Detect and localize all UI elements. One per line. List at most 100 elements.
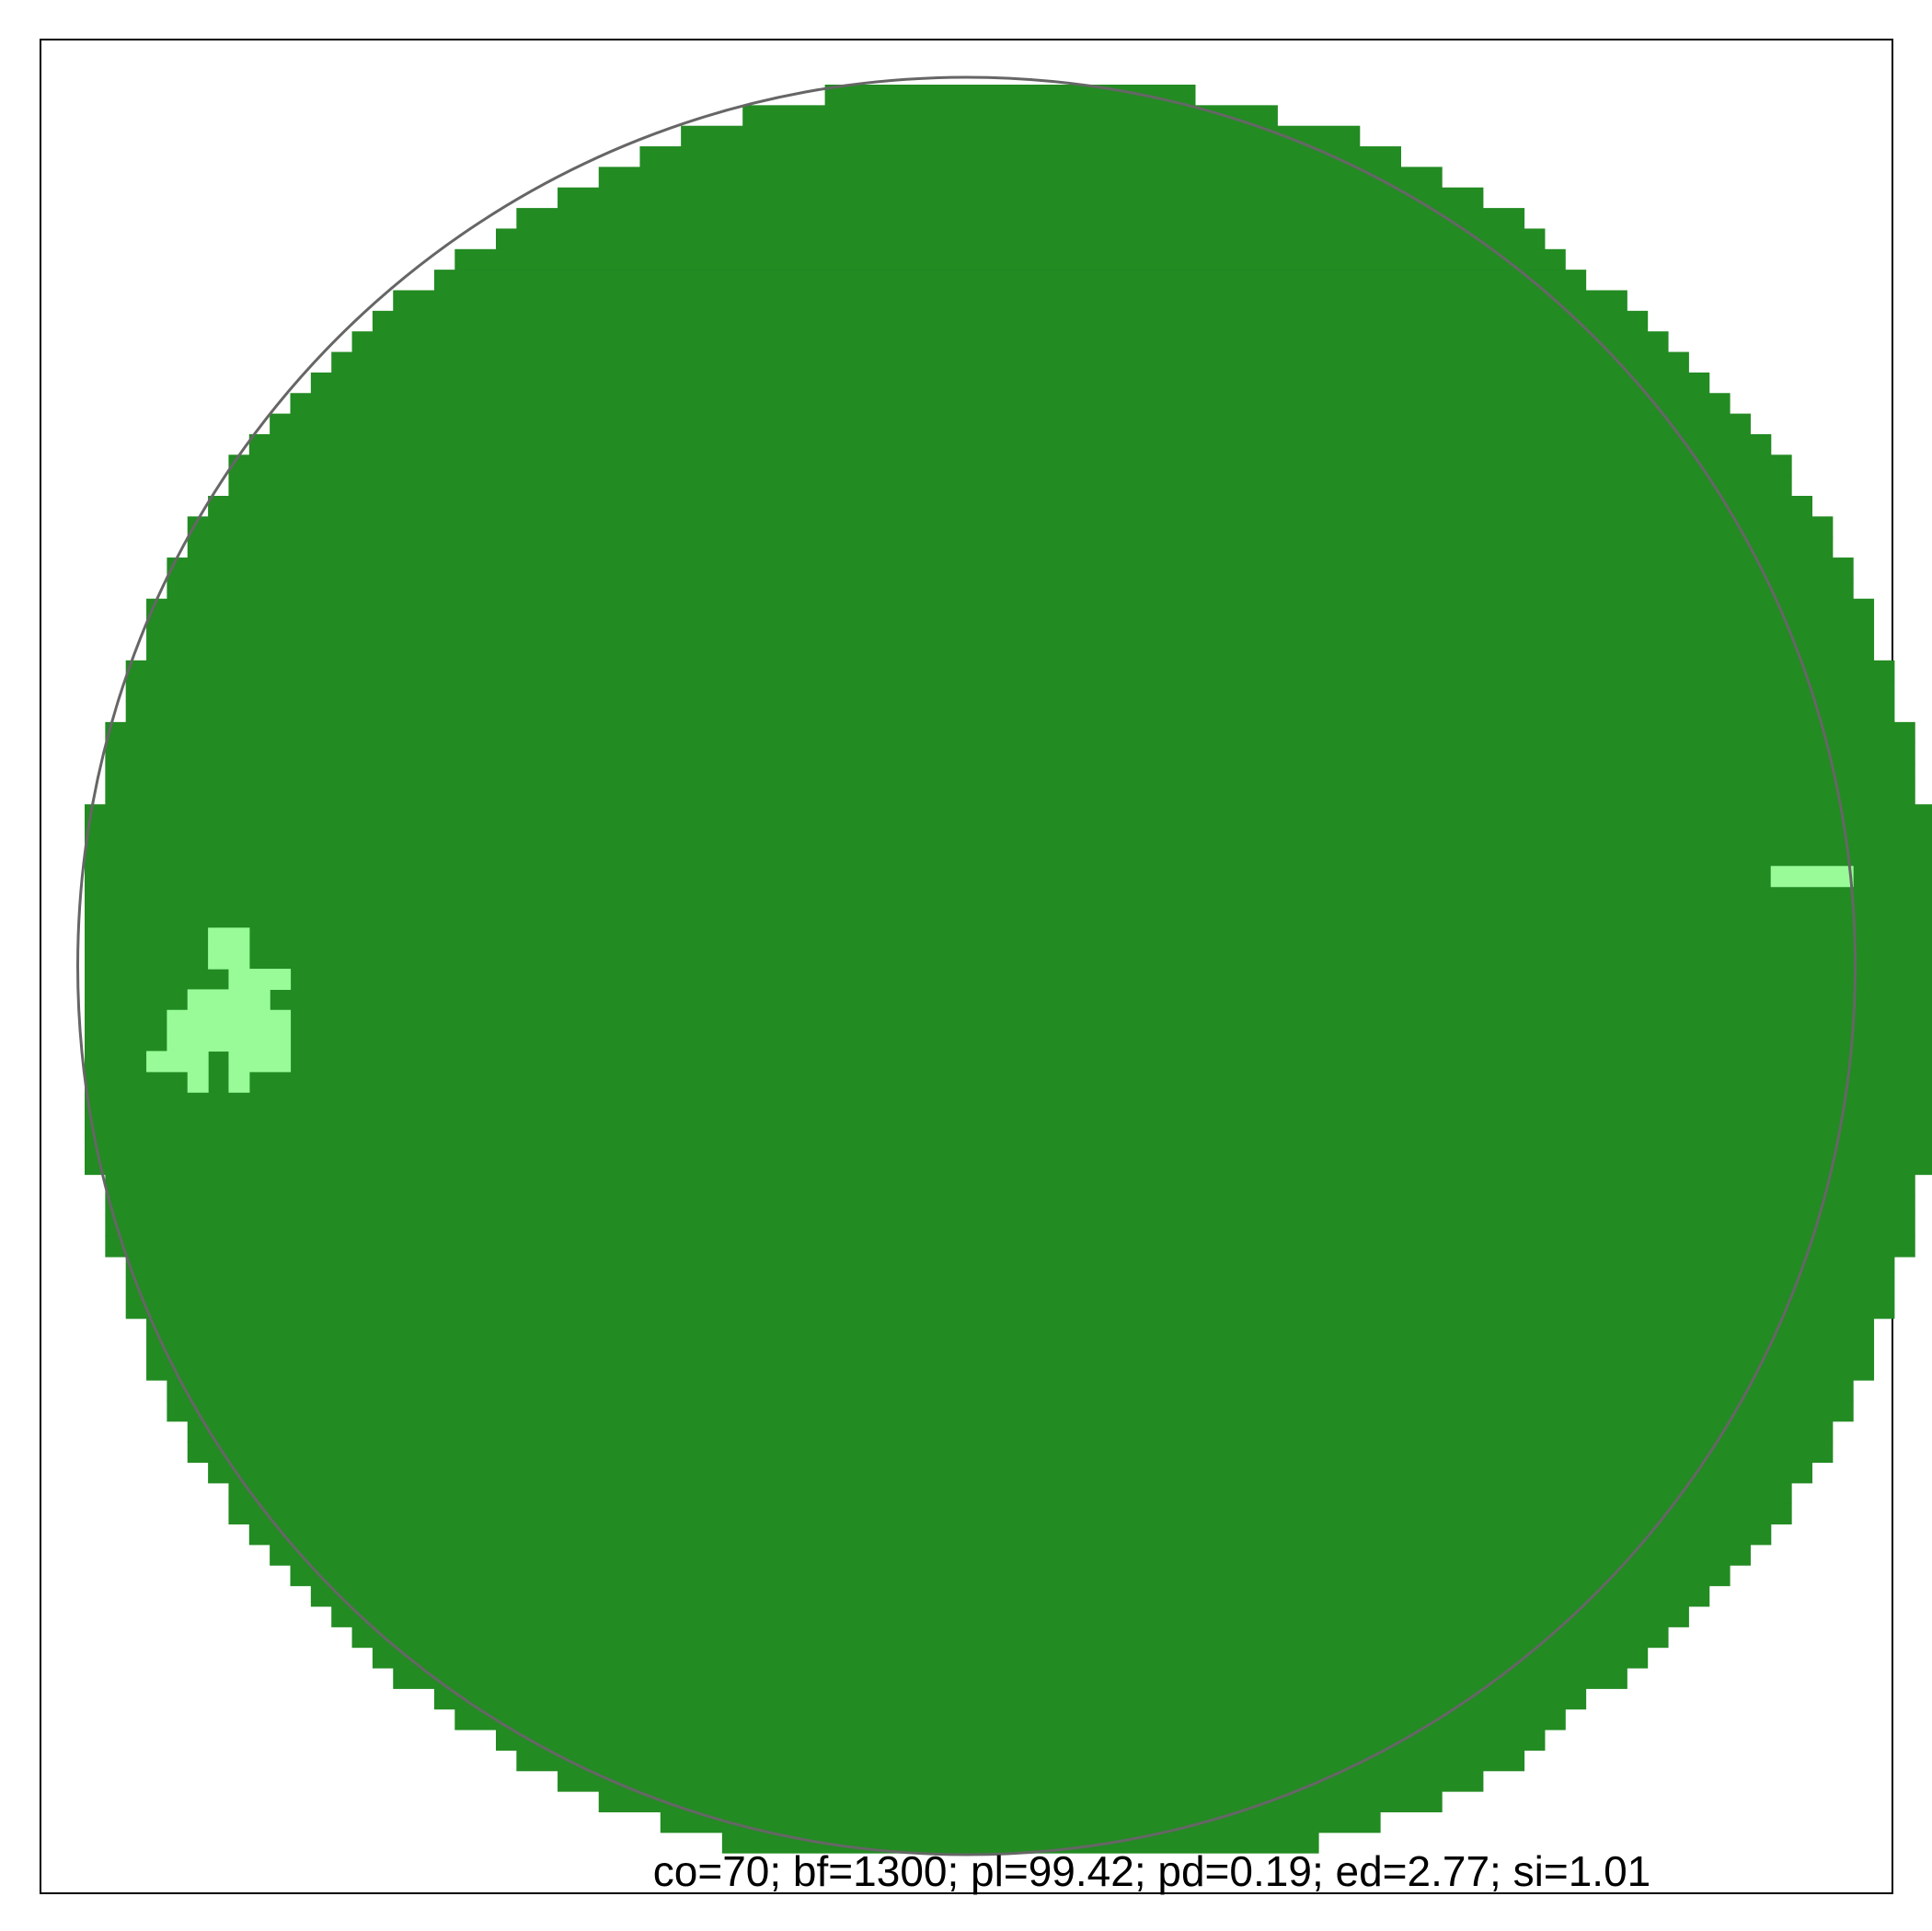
forest-cell-row bbox=[167, 1400, 1854, 1422]
forest-cell-row bbox=[85, 866, 1932, 888]
clearing-cell bbox=[187, 989, 270, 1011]
clearing-cell bbox=[208, 948, 250, 970]
forest-cell-row bbox=[125, 660, 1895, 682]
forest-cell-row bbox=[125, 1277, 1895, 1299]
forest-cell-row bbox=[167, 1380, 1854, 1401]
forest-cell-row bbox=[742, 105, 1278, 127]
clearing-cell bbox=[228, 1051, 292, 1073]
clearing-cell bbox=[208, 927, 250, 949]
forest-cell-row bbox=[85, 1154, 1932, 1176]
forest-cell-row bbox=[125, 681, 1895, 703]
forest-cell-row bbox=[516, 208, 1525, 230]
forest-cell-row bbox=[681, 125, 1361, 147]
forest-cell-row bbox=[85, 1132, 1932, 1155]
forest-cell-row bbox=[433, 1688, 1587, 1710]
forest-cell-row bbox=[105, 1215, 1915, 1237]
forest-cell-row bbox=[85, 1009, 1932, 1031]
forest-cell-row bbox=[105, 742, 1915, 764]
forest-cell-row bbox=[372, 310, 1649, 332]
forest-cell-row bbox=[85, 845, 1932, 867]
forest-cell-row bbox=[639, 146, 1401, 167]
forest-cell-row bbox=[393, 1667, 1627, 1689]
forest-cell-row bbox=[85, 969, 1932, 990]
forest-cell-row bbox=[85, 1051, 1932, 1073]
clearing-cell bbox=[167, 1009, 292, 1031]
forest-cell-row bbox=[85, 948, 1932, 970]
forest-cell-row bbox=[125, 701, 1895, 723]
forest-cell-row bbox=[228, 1503, 1792, 1525]
forest-cell-row bbox=[516, 1750, 1525, 1772]
forest-cell-row bbox=[187, 536, 1834, 558]
forest-cell-row bbox=[187, 1420, 1834, 1443]
clearing-cell bbox=[167, 1030, 292, 1052]
forest-cell-row bbox=[351, 331, 1669, 353]
forest-cell-row bbox=[824, 85, 1196, 106]
forest-cell-row bbox=[85, 1092, 1932, 1114]
forest-cell-row bbox=[721, 1832, 1319, 1854]
forest-cell-row bbox=[433, 270, 1587, 292]
raster-cells bbox=[85, 85, 1932, 1854]
clearing-cell bbox=[228, 1071, 250, 1093]
forest-cell-row bbox=[105, 763, 1915, 785]
forest-cell-row bbox=[146, 639, 1875, 661]
forest-cell-row bbox=[167, 557, 1854, 579]
forest-cell-row bbox=[228, 475, 1792, 497]
forest-cell-row bbox=[310, 1585, 1710, 1607]
forest-cell-row bbox=[85, 927, 1932, 949]
forest-cell-row bbox=[660, 1811, 1381, 1833]
forest-cell-row bbox=[393, 290, 1627, 312]
forest-cell-row bbox=[331, 1605, 1689, 1627]
forest-cell-row bbox=[105, 1236, 1915, 1258]
forest-cell-row bbox=[85, 989, 1932, 1011]
sample-circle bbox=[76, 75, 1857, 1856]
forest-cell-row bbox=[85, 824, 1932, 846]
forest-cell-row bbox=[146, 1318, 1875, 1339]
forest-cell-row bbox=[146, 598, 1875, 620]
forest-cell-row bbox=[146, 619, 1875, 641]
forest-cell-row bbox=[208, 496, 1813, 517]
forest-cell-row bbox=[125, 1297, 1895, 1319]
forest-cell-row bbox=[454, 248, 1566, 270]
forest-cell-row bbox=[558, 1770, 1484, 1792]
forest-cell-row bbox=[310, 372, 1710, 394]
metrics-caption: co=70; bf=1300; pl=99.42; pd=0.19; ed=2.… bbox=[653, 1847, 1650, 1895]
forest-cell-row bbox=[208, 1462, 1813, 1484]
forest-cell-row bbox=[270, 413, 1751, 435]
forest-cell-row bbox=[105, 1174, 1915, 1196]
forest-cell-row bbox=[167, 578, 1854, 600]
forest-cell-row bbox=[351, 1626, 1669, 1649]
forest-cell-row bbox=[228, 1482, 1792, 1504]
forest-cell-row bbox=[598, 167, 1443, 189]
forest-cell-row bbox=[598, 1791, 1443, 1812]
clearing-cell bbox=[1770, 866, 1854, 888]
forest-cell-row bbox=[85, 907, 1932, 928]
forest-cell-row bbox=[85, 804, 1932, 826]
forest-cell-row bbox=[125, 1256, 1895, 1278]
forest-cell-row bbox=[454, 1708, 1566, 1730]
forest-cell-row bbox=[187, 516, 1834, 538]
forest-cell-row bbox=[105, 721, 1915, 743]
forest-cell-row bbox=[85, 1112, 1932, 1134]
forest-cell-row bbox=[146, 1339, 1875, 1361]
clearing-cell bbox=[146, 1051, 209, 1073]
forest-cell-row bbox=[85, 886, 1932, 908]
forest-cell-row bbox=[270, 1544, 1751, 1566]
forest-cell-row bbox=[290, 393, 1731, 415]
clearing-cell bbox=[228, 969, 292, 990]
forest-cell-row bbox=[105, 783, 1915, 805]
clearing-cell bbox=[187, 1071, 209, 1093]
forest-cell-row bbox=[372, 1647, 1649, 1669]
forest-cell-row bbox=[85, 1030, 1932, 1052]
forest-cell-row bbox=[290, 1565, 1731, 1587]
forest-cell-row bbox=[248, 433, 1772, 455]
forest-cell-row bbox=[228, 454, 1792, 477]
forest-cell-row bbox=[146, 1359, 1875, 1381]
forest-cell-row bbox=[187, 1442, 1834, 1464]
forest-cell-row bbox=[85, 1071, 1932, 1093]
forest-cell-row bbox=[496, 228, 1546, 250]
forest-cell-row bbox=[558, 187, 1484, 209]
forest-cell-row bbox=[331, 351, 1689, 374]
forest-cell-row bbox=[248, 1523, 1772, 1546]
